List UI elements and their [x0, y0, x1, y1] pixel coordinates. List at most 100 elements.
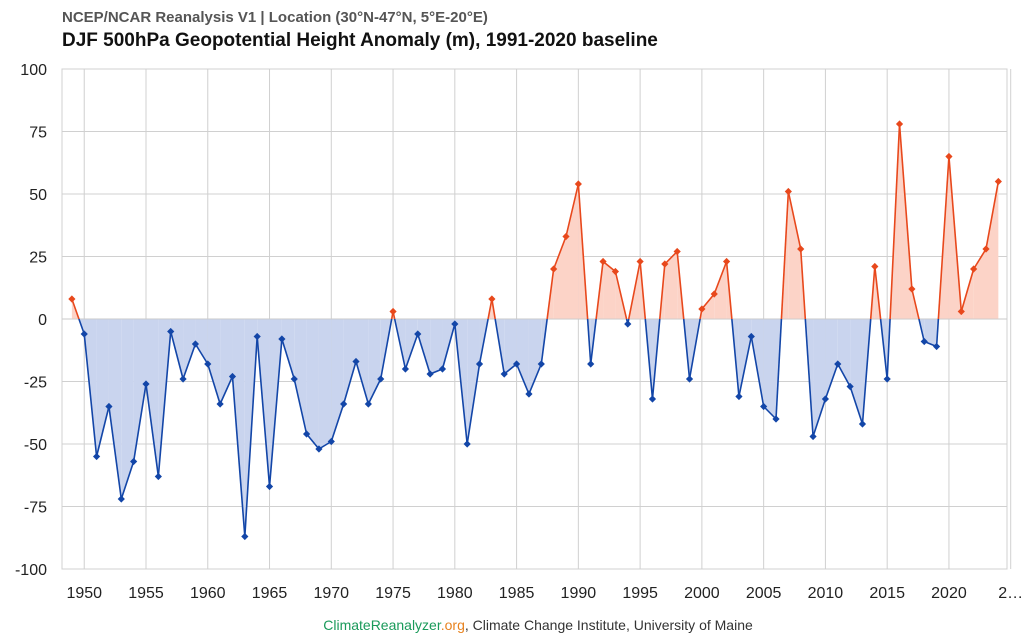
negative-area-fill — [356, 319, 369, 404]
y-tick-label: 25 — [29, 250, 47, 267]
positive-line-segment — [937, 156, 950, 320]
negative-line-segment — [330, 403, 345, 442]
negative-area-fill — [924, 319, 937, 347]
positive-area-fill — [986, 181, 999, 319]
data-point-1963 — [241, 532, 249, 541]
data-point-1950 — [80, 330, 88, 338]
negative-area-fill — [430, 319, 443, 374]
negative-area-fill — [108, 319, 122, 499]
data-point-2017 — [908, 285, 916, 293]
data-point-1980 — [451, 320, 459, 328]
data-point-1964 — [253, 332, 261, 341]
x-tick-label: 1995 — [622, 585, 658, 602]
positive-line-segment — [869, 266, 876, 320]
negative-area-fill — [850, 319, 863, 424]
data-point-2024 — [994, 177, 1002, 186]
data-point-1992 — [599, 257, 607, 266]
positive-line-segment — [725, 261, 733, 320]
data-point-2008 — [797, 245, 805, 253]
negative-area-fill — [281, 319, 295, 379]
data-point-1962 — [228, 372, 237, 381]
data-point-1985 — [512, 360, 521, 368]
negative-line-segment — [879, 318, 888, 380]
x-tick-label: 2020 — [931, 585, 967, 602]
negative-line-segment — [367, 378, 382, 405]
footer-credit: ClimateReanalyzer.org, Climate Change In… — [0, 617, 1024, 633]
y-tick-label: 75 — [29, 125, 47, 142]
data-point-2005 — [760, 402, 768, 411]
negative-area-fill — [467, 319, 480, 444]
positive-line-segment — [565, 183, 580, 237]
negative-line-segment — [861, 318, 872, 425]
data-point-1988 — [550, 265, 558, 273]
negative-area-fill — [318, 319, 332, 449]
positive-line-segment — [960, 268, 975, 312]
data-point-1977 — [414, 330, 422, 338]
data-point-1949 — [68, 295, 76, 303]
positive-line-segment — [898, 123, 913, 290]
positive-line-segment — [701, 293, 715, 310]
data-point-1972 — [352, 357, 360, 366]
data-point-1955 — [142, 380, 150, 388]
negative-line-segment — [849, 386, 864, 425]
positive-line-segment — [595, 261, 604, 320]
data-point-2023 — [982, 245, 990, 253]
data-point-2020 — [945, 152, 953, 161]
negative-line-segment — [95, 406, 110, 457]
negative-area-fill — [133, 319, 146, 462]
x-tick-label: 2015 — [869, 585, 905, 602]
data-point-1974 — [377, 375, 385, 383]
footer-tld[interactable]: .org — [440, 617, 465, 633]
positive-area-fill — [714, 261, 727, 319]
x-tick-label: 2010 — [808, 585, 844, 602]
negative-line-segment — [393, 318, 407, 370]
data-point-1996 — [648, 395, 657, 403]
positive-area-fill — [664, 251, 678, 319]
data-point-2018 — [920, 337, 928, 346]
chart-subtitle: NCEP/NCAR Reanalysis V1 | Location (30°N… — [62, 9, 488, 26]
negative-line-segment — [644, 318, 654, 400]
data-point-2011 — [834, 360, 842, 368]
data-point-1982 — [475, 360, 484, 368]
data-point-1990 — [574, 180, 582, 188]
negative-line-segment — [404, 333, 419, 370]
negative-area-fill — [504, 319, 517, 374]
negative-area-fill — [763, 319, 776, 419]
negative-line-segment — [219, 376, 234, 405]
data-point-1954 — [130, 457, 138, 466]
data-point-2006 — [772, 415, 780, 423]
data-point-2007 — [784, 187, 792, 196]
negative-area-fill — [738, 319, 752, 397]
negative-area-fill — [516, 319, 529, 394]
data-point-2010 — [821, 395, 830, 403]
data-point-1989 — [562, 232, 570, 241]
negative-line-segment — [824, 363, 839, 400]
positive-line-segment — [602, 260, 616, 273]
data-point-1969 — [315, 445, 323, 453]
negative-line-segment — [750, 336, 765, 407]
chart-title: DJF 500hPa Geopotential Height Anomaly (… — [62, 30, 658, 51]
data-point-1998 — [673, 247, 681, 256]
negative-line-segment — [194, 343, 209, 365]
negative-line-segment — [293, 378, 308, 435]
data-point-1995 — [636, 257, 644, 266]
negative-line-segment — [775, 318, 783, 420]
negative-line-segment — [837, 363, 851, 387]
data-point-1965 — [265, 482, 274, 491]
positive-area-fill — [553, 236, 566, 319]
negative-line-segment — [355, 361, 370, 405]
data-point-2009 — [809, 432, 817, 441]
x-tick-label: 2000 — [684, 585, 720, 602]
negative-line-segment — [157, 331, 172, 477]
data-point-1968 — [302, 430, 311, 438]
data-point-1991 — [587, 360, 595, 368]
negative-line-segment — [466, 363, 481, 445]
positive-line-segment — [639, 261, 647, 320]
positive-area-fill — [701, 294, 715, 319]
y-tick-label: 0 — [38, 312, 47, 329]
footer-institution: , Climate Change Institute, University o… — [464, 617, 753, 633]
footer-site[interactable]: ClimateReanalyzer — [323, 617, 441, 633]
negative-line-segment — [145, 383, 160, 477]
x-tick-label: 1960 — [190, 585, 226, 602]
positive-area-fill — [788, 191, 801, 319]
